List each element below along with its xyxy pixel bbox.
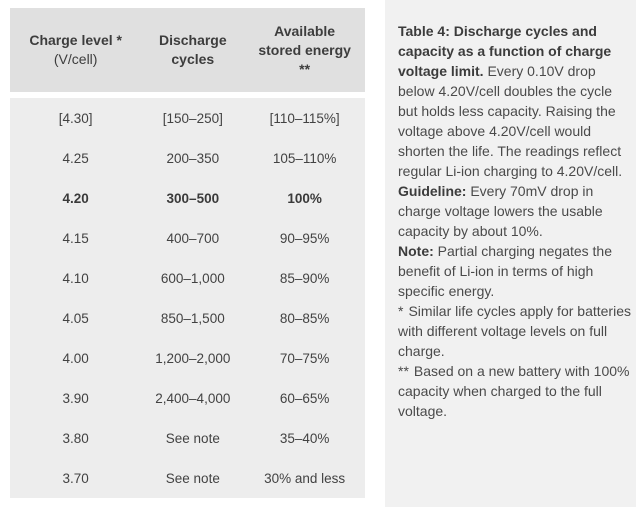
caption-paragraph: Table 4: Discharge cycles and capacity a…: [398, 21, 634, 181]
cell-stored-energy: 105–110%: [272, 150, 337, 166]
header-stored-energy-footmark: **: [299, 60, 311, 77]
cell-charge-level: 4.25: [62, 150, 89, 166]
cell-stored-energy: 80–85%: [279, 310, 330, 326]
cell-charge-level: 4.20: [62, 190, 89, 206]
caption-title: Table 4: Discharge cycles and capacity a…: [398, 23, 612, 79]
cell-discharge-cycles: 1,200–2,000: [155, 350, 231, 366]
cell-stored-energy: 85–90%: [279, 270, 330, 286]
cell-stored-energy: 100%: [287, 190, 322, 206]
footnote-double-asterisk: ** Based on a new battery with 100% capac…: [398, 361, 634, 421]
cell-discharge-cycles: 200–350: [166, 150, 220, 166]
footnote2-marker: **: [398, 363, 409, 379]
cell-charge-level: 3.70: [62, 470, 89, 486]
cell-discharge-cycles: 850–1,500: [160, 310, 225, 326]
table-caption-panel: Table 4: Discharge cycles and capacity a…: [385, 0, 636, 507]
guideline-body: Every 70mV drop in charge voltage lowers…: [398, 183, 603, 239]
header-stored-energy: Available stored energy **: [244, 8, 365, 92]
table-row: 3.80 See note 35–40%: [10, 418, 365, 458]
cell-charge-level: 4.10: [62, 270, 89, 286]
table-row: 4.00 1,200–2,000 70–75%: [10, 338, 365, 378]
cell-charge-level: 4.05: [62, 310, 89, 326]
caption-body: Every 0.10V drop below 4.20V/cell double…: [398, 63, 623, 179]
table-row: 3.90 2,400–4,000 60–65%: [10, 378, 365, 418]
cell-discharge-cycles: [150–250]: [162, 110, 223, 126]
header-charge-level: Charge level * (V/cell): [10, 8, 141, 92]
footnote1-body: Similar life cycles apply for batteries …: [398, 303, 631, 359]
header-stored-energy-line2: stored energy: [258, 41, 351, 58]
cell-discharge-cycles: 300–500: [166, 190, 220, 206]
cell-stored-energy: [110–115%]: [269, 110, 340, 126]
footnote1-marker: *: [398, 303, 404, 319]
header-discharge-cycles: Discharge cycles: [141, 8, 244, 92]
guideline-paragraph: Guideline: Every 70mV drop in charge vol…: [398, 181, 634, 241]
table-row: 4.05 850–1,500 80–85%: [10, 298, 365, 338]
guideline-label: Guideline:: [398, 183, 467, 199]
cell-stored-energy: 35–40%: [279, 430, 330, 446]
cell-stored-energy: 90–95%: [279, 230, 330, 246]
cell-stored-energy: 60–65%: [279, 390, 330, 406]
table-row: 4.10 600–1,000 85–90%: [10, 258, 365, 298]
note-body: Partial charging negates the benefit of …: [398, 243, 613, 299]
cell-charge-level: 4.15: [62, 230, 89, 246]
cell-discharge-cycles: 400–700: [166, 230, 220, 246]
footnote-single-asterisk: * Similar life cycles apply for batteries…: [398, 301, 634, 361]
cell-discharge-cycles: See note: [165, 430, 220, 446]
table-row: 4.15 400–700 90–95%: [10, 218, 365, 258]
header-stored-energy-line1: Available: [274, 22, 336, 39]
table-header-row: Charge level * (V/cell) Discharge cycles…: [10, 8, 365, 92]
cell-charge-level: [4.30]: [58, 110, 93, 126]
note-label: Note:: [398, 243, 434, 259]
note-paragraph: Note: Partial charging negates the benef…: [398, 241, 634, 301]
discharge-cycles-table: Charge level * (V/cell) Discharge cycles…: [10, 8, 365, 498]
cell-discharge-cycles: See note: [165, 470, 220, 486]
table-body: [4.30] [150–250] [110–115%] 4.25 200–350…: [10, 98, 365, 498]
table-row: 3.70 See note 30% and less: [10, 458, 365, 498]
table-row: 4.20 300–500 100%: [10, 178, 365, 218]
cell-charge-level: 3.90: [62, 390, 89, 406]
cell-charge-level: 4.00: [62, 350, 89, 366]
table-row: [4.30] [150–250] [110–115%]: [10, 98, 365, 138]
header-discharge-line2: cycles: [171, 51, 215, 67]
header-charge-level-unit: (V/cell): [53, 51, 98, 67]
header-charge-level-title: Charge level *: [29, 32, 122, 48]
cell-discharge-cycles: 2,400–4,000: [155, 390, 231, 406]
header-discharge-line1: Discharge: [158, 32, 227, 48]
footnote2-body: Based on a new battery with 100% capacit…: [398, 363, 630, 419]
table-row: 4.25 200–350 105–110%: [10, 138, 365, 178]
cell-discharge-cycles: 600–1,000: [160, 270, 225, 286]
cell-stored-energy: 30% and less: [264, 470, 346, 486]
cell-charge-level: 3.80: [62, 430, 89, 446]
cell-stored-energy: 70–75%: [279, 350, 330, 366]
